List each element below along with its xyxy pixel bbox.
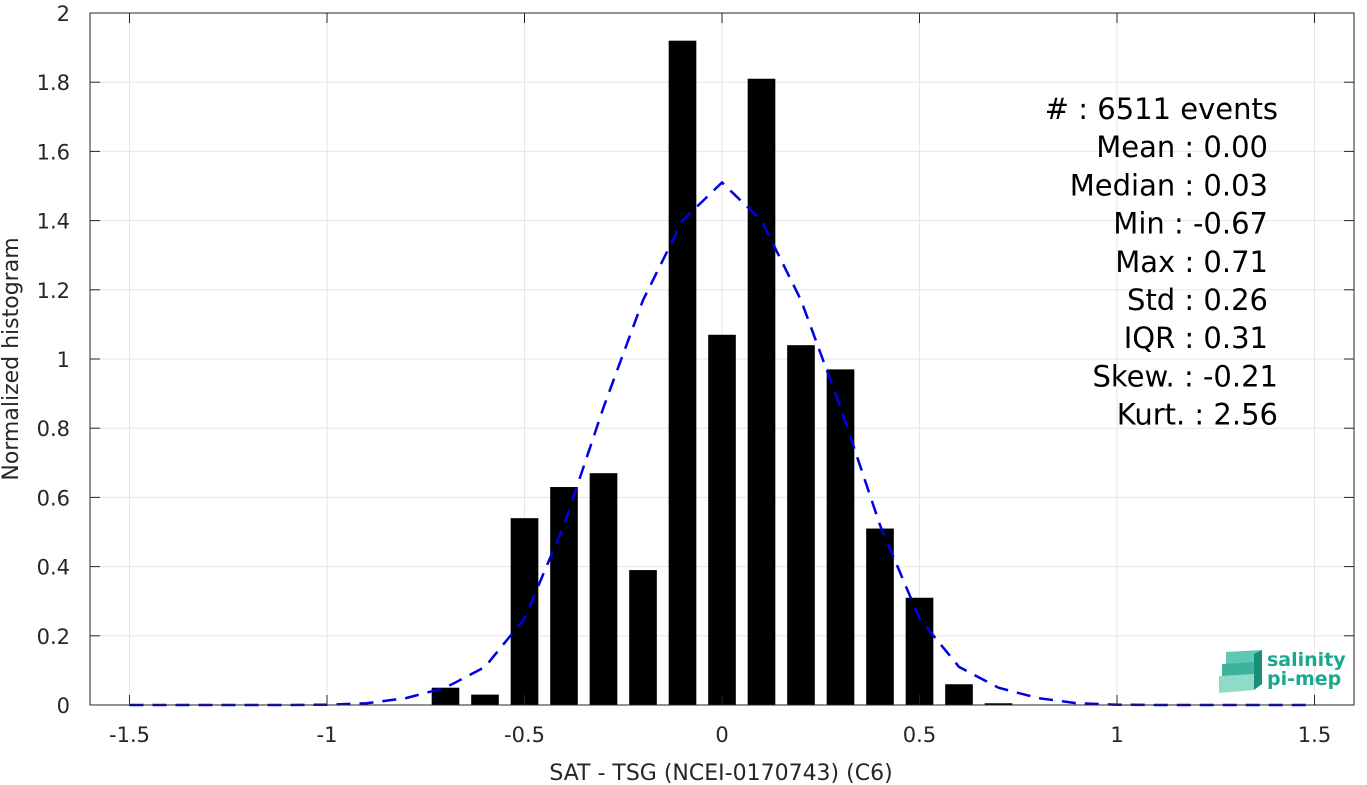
salinity-pi-mep-logo: salinity pi-mep (1219, 649, 1346, 693)
histogram-bars (431, 40, 1013, 706)
histogram-bar (708, 334, 736, 705)
y-tick-label: 0 (57, 694, 70, 718)
histogram-bar (668, 40, 697, 706)
x-tick-label: 0.5 (903, 723, 936, 747)
stat-line: IQR : 0.31 (1124, 321, 1268, 355)
statistics-annotation: # : 6511 events Mean : 0.00 Median : 0.03 M… (1045, 92, 1278, 432)
x-tick-label: -1.5 (109, 723, 150, 747)
y-tick-label: 1.2 (37, 279, 70, 303)
logo-text-salinity: salinity (1267, 649, 1346, 671)
histogram-bar (550, 487, 578, 705)
x-tick-label: -0.5 (504, 723, 545, 747)
y-tick-label: 0.6 (37, 486, 70, 510)
y-tick-labels: 0 0.2 0.4 0.6 0.8 1 1.2 1.4 1.6 1.8 2 (37, 2, 70, 718)
histogram-bar (787, 345, 815, 705)
x-tick-label: 0 (715, 723, 728, 747)
histogram-bar (431, 687, 460, 705)
stat-line: Std : 0.26 (1127, 283, 1268, 317)
y-tick-label: 1.6 (37, 140, 70, 164)
histogram-bar (471, 694, 499, 705)
y-tick-label: 2 (57, 2, 70, 26)
logo-mark-icon (1219, 650, 1262, 693)
histogram-bar (945, 684, 973, 705)
y-tick-label: 1.8 (37, 71, 70, 95)
x-tick-label: 1 (1110, 723, 1123, 747)
histogram-bar (826, 369, 855, 705)
stat-line: Kurt. : 2.56 (1117, 398, 1278, 432)
stat-line: Median : 0.03 (1070, 168, 1268, 202)
y-tick-label: 1 (57, 348, 70, 372)
histogram-bar (905, 597, 934, 705)
histogram-bar (510, 518, 539, 705)
y-tick-label: 0.4 (37, 556, 70, 580)
histogram-bar (866, 528, 894, 705)
x-tick-label: 1.5 (1298, 723, 1331, 747)
stat-line: Mean : 0.00 (1096, 130, 1268, 164)
histogram-bar (589, 473, 618, 705)
x-axis-label: SAT - TSG (NCEI-0170743) (C6) (549, 761, 892, 785)
y-axis-label: Normalized histogram (0, 237, 24, 480)
x-tick-labels: -1.5 -1 -0.5 0 0.5 1 1.5 (109, 723, 1331, 747)
histogram-bar (984, 703, 1013, 705)
y-tick-label: 1.4 (37, 210, 70, 234)
x-tick-label: -1 (317, 723, 338, 747)
y-tick-label: 0.2 (37, 625, 70, 649)
stat-line: # : 6511 events (1045, 92, 1278, 126)
stat-line: Max : 0.71 (1115, 245, 1268, 279)
logo-text-pi-mep: pi-mep (1267, 668, 1341, 690)
axis-ticks (90, 12, 1354, 706)
stat-line: Min : -0.67 (1113, 207, 1268, 241)
stat-line: Skew. : -0.21 (1092, 359, 1278, 393)
histogram-bar (747, 78, 776, 706)
histogram-bar (629, 570, 657, 705)
y-tick-label: 0.8 (37, 417, 70, 441)
